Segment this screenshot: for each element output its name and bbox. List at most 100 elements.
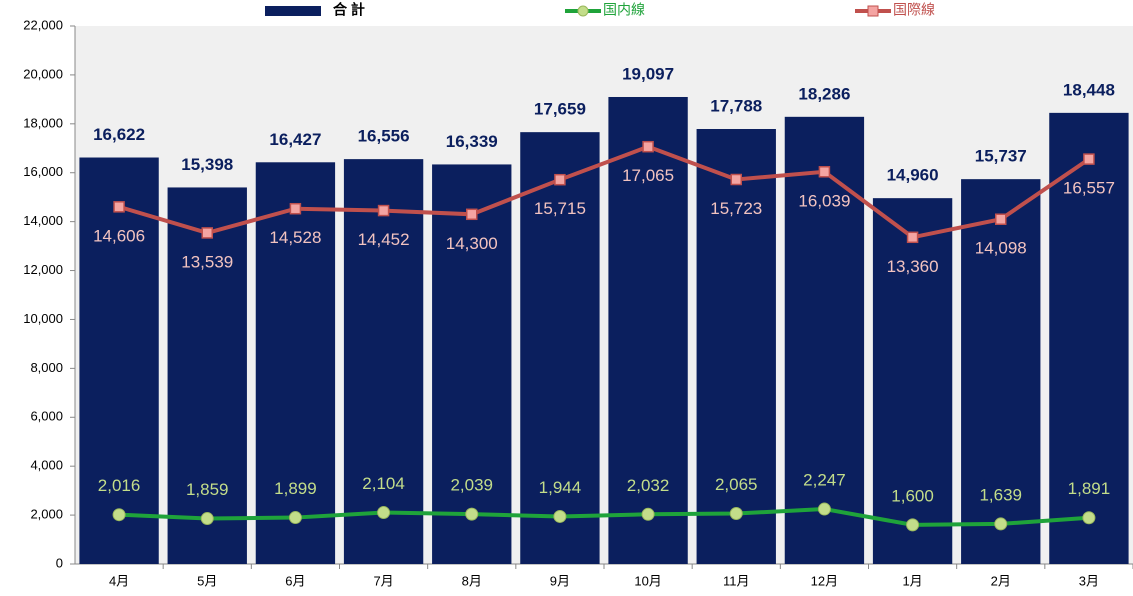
- line-value-label: 2,032: [627, 476, 670, 495]
- x-tick-label: 2月: [991, 573, 1011, 588]
- line-marker: [906, 231, 919, 244]
- line-value-label: 14,098: [975, 239, 1027, 258]
- x-tick-label: 9月: [550, 573, 570, 588]
- legend-label: 合 計: [333, 2, 365, 18]
- legend-label: 国内線: [603, 2, 645, 18]
- line-value-label: 13,539: [181, 252, 233, 271]
- line-value-label: 2,016: [98, 476, 141, 495]
- y-tick-label: 22,000: [23, 17, 63, 32]
- bar: [79, 157, 159, 564]
- y-tick-label: 8,000: [30, 360, 63, 375]
- y-tick-label: 20,000: [23, 66, 63, 81]
- bar: [608, 96, 688, 564]
- x-tick-label: 12月: [811, 573, 838, 588]
- line-marker: [554, 173, 566, 186]
- x-tick-label: 5月: [197, 573, 217, 588]
- y-tick-label: 16,000: [23, 164, 63, 179]
- line-marker: [466, 208, 478, 221]
- y-tick-label: 6,000: [30, 409, 63, 424]
- line-value-label: 1,891: [1068, 479, 1111, 498]
- line-marker: [730, 173, 742, 186]
- line-value-label: 14,452: [358, 230, 410, 249]
- bar: [696, 129, 776, 564]
- line-value-label: 1,639: [979, 485, 1022, 504]
- bar: [255, 162, 336, 564]
- bar: [520, 132, 600, 565]
- line-marker: [553, 509, 567, 523]
- legend-swatch: [265, 6, 321, 16]
- bar-value-label: 16,427: [269, 130, 321, 149]
- line-marker: [995, 213, 1007, 225]
- bar-value-label: 16,556: [358, 127, 410, 146]
- line-marker: [641, 507, 655, 521]
- legend-marker: [867, 5, 879, 17]
- line-value-label: 1,944: [539, 478, 582, 497]
- legend-label: 国際線: [893, 2, 935, 18]
- line-marker: [288, 511, 302, 525]
- y-tick-label: 10,000: [23, 311, 63, 326]
- bar-value-label: 15,737: [975, 147, 1027, 166]
- line-value-label: 2,065: [715, 475, 758, 494]
- legend-marker: [577, 5, 589, 17]
- bar: [167, 187, 247, 564]
- y-tick-label: 12,000: [23, 262, 63, 277]
- bar-value-label: 17,659: [534, 100, 586, 119]
- line: [118, 507, 1090, 527]
- line-marker: [201, 227, 213, 239]
- line-value-label: 2,247: [803, 471, 846, 490]
- line-marker: [642, 140, 654, 153]
- bar-value-label: 18,286: [798, 84, 850, 103]
- line-marker: [200, 512, 214, 526]
- line-marker: [377, 204, 390, 217]
- bar-value-label: 15,398: [181, 155, 233, 174]
- x-tick-label: 4月: [109, 573, 129, 588]
- x-tick-label: 8月: [462, 573, 482, 588]
- line-value-label: 1,899: [274, 479, 317, 498]
- line-value-label: 16,557: [1063, 179, 1115, 198]
- bar: [872, 198, 953, 564]
- line-marker: [1083, 153, 1095, 165]
- y-tick-label: 2,000: [30, 507, 63, 522]
- x-tick-label: 7月: [373, 573, 393, 588]
- plot-area: [75, 26, 1133, 564]
- line-value-label: 15,715: [534, 199, 586, 218]
- line-marker: [113, 201, 125, 213]
- bar: [343, 159, 424, 564]
- y-tick-label: 0: [56, 555, 63, 570]
- x-tick-label: 11月: [723, 573, 750, 588]
- line-value-label: 14,606: [93, 226, 145, 245]
- x-tick-label: 6月: [285, 573, 305, 588]
- line-marker: [112, 508, 126, 522]
- line-value-label: 14,300: [446, 234, 498, 253]
- bar: [961, 179, 1041, 564]
- y-tick-label: 4,000: [30, 458, 63, 473]
- bar: [1049, 112, 1129, 564]
- bar-value-label: 18,448: [1063, 80, 1115, 99]
- x-tick-label: 1月: [902, 573, 922, 588]
- bar: [784, 116, 865, 564]
- line-marker: [465, 507, 479, 521]
- line-value-label: 17,065: [622, 166, 674, 185]
- line-marker: [818, 166, 831, 178]
- line-marker: [289, 202, 302, 215]
- line-value-label: 13,360: [887, 257, 939, 276]
- line-value-label: 1,600: [891, 486, 934, 505]
- line-marker: [994, 517, 1008, 531]
- bar: [432, 164, 512, 564]
- line-value-label: 2,039: [450, 476, 493, 495]
- line-marker: [1082, 511, 1096, 525]
- line-value-label: 2,104: [362, 474, 405, 493]
- x-tick-label: 3月: [1079, 573, 1099, 588]
- line-marker: [817, 502, 831, 516]
- bar-value-label: 14,960: [887, 166, 939, 185]
- bar-value-label: 16,622: [93, 125, 145, 144]
- bar-value-label: 16,339: [446, 132, 498, 151]
- line-value-label: 14,528: [269, 228, 321, 247]
- line-marker: [906, 518, 920, 532]
- line-value-label: 1,859: [186, 480, 229, 499]
- line-marker: [377, 506, 391, 520]
- line-value-label: 15,723: [710, 199, 762, 218]
- bar-value-label: 17,788: [710, 96, 762, 115]
- x-tick-label: 10月: [634, 573, 661, 588]
